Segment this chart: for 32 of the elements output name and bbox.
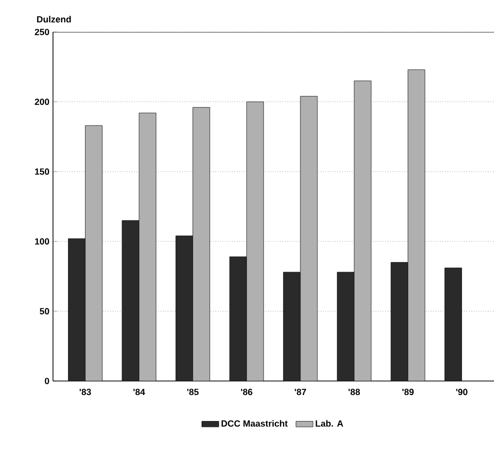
y-tick-label: 250 [34,28,50,36]
y-tick-label: 150 [35,168,50,175]
bar [390,262,408,381]
x-tick-label: '88 [348,388,360,396]
x-tick-label: '86 [241,388,252,396]
x-tick-label: '84 [133,388,146,396]
x-tick-label: '87 [294,388,306,396]
x-tick-label: '83 [80,388,91,396]
bar [246,102,264,381]
bar [336,272,354,381]
x-tick-label: '89 [402,388,414,396]
y-axis-title: Dulzend [37,16,71,22]
y-tick-label: 200 [34,98,50,105]
bar [122,220,140,381]
x-tick-label: '85 [187,388,199,396]
bar [176,236,194,381]
bar [283,272,301,381]
bar [444,268,462,381]
bar [85,125,102,381]
y-tick-label: 50 [40,308,50,314]
x-tick-label: '90 [456,388,468,396]
bar [408,69,426,381]
bar [138,112,156,381]
bar [354,80,372,381]
bar [229,256,247,381]
legend-label: DCC Maastricht [222,420,288,427]
bar [68,238,86,381]
legend-label: Lab. A [316,420,344,427]
bar [300,96,318,381]
y-tick-label: 0 [44,378,50,384]
y-tick-label: 100 [35,238,50,245]
bar [192,107,210,381]
